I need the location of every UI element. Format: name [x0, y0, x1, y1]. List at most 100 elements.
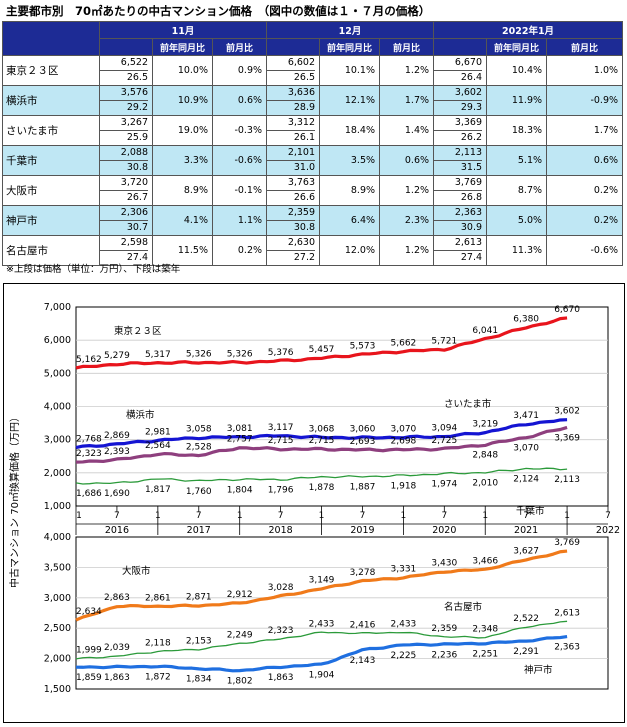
price-value: 3,769	[434, 176, 483, 191]
building-age-value: 26.5	[293, 72, 316, 83]
price-value: 2,088	[100, 146, 148, 161]
chart-panel-2: 1,500 2,000 2,500 3,000 3,500 4,000 2,6342,863…	[44, 532, 609, 695]
price-value: 2,359	[267, 206, 316, 221]
data-label: 3,028	[268, 583, 294, 593]
yoy-change-cell: 8.9%	[152, 175, 213, 206]
price-value: 6,670	[434, 56, 483, 71]
change-subheader: 前月比	[546, 38, 624, 56]
series-name-label: 神戸市	[524, 664, 553, 676]
data-label: 2,393	[104, 447, 130, 457]
price-age-cell: 6,670 26.4	[433, 55, 488, 86]
x-year-label: 2021	[514, 525, 538, 536]
data-label: 2,564	[145, 441, 171, 451]
price-age-cell: 6,522 26.5	[99, 55, 153, 86]
price-value: 3,576	[100, 86, 148, 101]
yoy-change-cell: 3.3%	[152, 145, 213, 176]
price-age-cell: 3,720 26.7	[99, 175, 153, 206]
yoy-change-cell: 8.7%	[486, 175, 548, 206]
building-age-value: 28.9	[293, 102, 316, 113]
price-subheader	[266, 38, 321, 56]
region-cell: 名古屋市	[2, 235, 100, 266]
building-age-value: 27.4	[126, 252, 148, 263]
y-tick-label: 4,000	[44, 532, 71, 543]
price-value: 2,101	[267, 146, 316, 161]
data-label: 2,323	[268, 626, 294, 636]
price-age-cell: 2,113 31.5	[433, 145, 488, 176]
x-year-label: 2016	[105, 525, 129, 536]
building-age-value: 26.5	[126, 72, 148, 83]
price-value: 2,630	[267, 236, 316, 251]
data-label: 3,369	[554, 433, 580, 443]
mom-change-cell: 1.1%	[211, 205, 268, 236]
mom-change-cell: 1.7%	[379, 85, 435, 116]
price-value: 3,636	[267, 86, 316, 101]
price-value: 3,720	[100, 176, 148, 191]
data-label: 2,039	[104, 643, 130, 653]
data-label: 1,834	[186, 675, 212, 685]
series-line-横浜市	[75, 418, 568, 450]
data-label: 3,278	[350, 568, 376, 578]
data-label: 1,760	[186, 487, 212, 497]
series-name-label: さいたま市	[444, 398, 492, 410]
region-cell: 神戸市	[2, 205, 100, 236]
table-row: 神戸市 2,306 30.7 4.1% 1.1% 2,359 30.8 6.4% 2.3% 2,3…	[2, 205, 624, 236]
data-label: 2,698	[391, 437, 417, 447]
mom-change-cell: 0.6%	[211, 85, 268, 116]
price-age-cell: 2,359 30.8	[266, 205, 321, 236]
y-tick-label: 1,000	[44, 501, 71, 512]
price-age-cell: 3,763 26.6	[266, 175, 321, 206]
series-line-千葉市	[75, 467, 568, 485]
table-corner	[2, 21, 100, 56]
price-age-cell: 3,369 26.2	[433, 115, 488, 146]
table-row: 大阪市 3,720 26.7 8.9% -0.1% 3,763 26.6 8.9% 1.2% 3,…	[2, 175, 624, 206]
data-label: 1,796	[268, 486, 294, 496]
yoy-change-cell: 10.0%	[152, 55, 213, 86]
yoy-change-cell: 3.5%	[319, 145, 381, 176]
data-label: 3,070	[391, 424, 417, 434]
plot-border	[75, 536, 609, 690]
building-age-value: 27.2	[293, 252, 316, 263]
data-label: 3,117	[268, 423, 294, 433]
x-tick-label: 7	[605, 511, 611, 521]
yoy-change-cell: 10.9%	[152, 85, 213, 116]
chart-panel-1: 1,000 2,000 3,000 4,000 5,000 6,000 7,000 5,162…	[44, 302, 609, 512]
x-tick-label: 1	[76, 511, 82, 521]
series-name-label: 東京２３区	[114, 325, 162, 337]
data-label: 2,323	[76, 449, 102, 459]
data-label: 2,348	[472, 624, 498, 634]
x-year-label: 2017	[187, 525, 211, 536]
mom-change-cell: 0.6%	[379, 145, 435, 176]
table-note: ※上段は価格（単位：万円）、下段は築年	[6, 264, 181, 275]
data-label: 2,143	[350, 656, 376, 666]
data-label: 6,670	[554, 305, 580, 315]
price-value: 3,763	[267, 176, 316, 191]
data-label: 3,094	[431, 424, 457, 434]
series-line-神戸市	[75, 634, 568, 673]
series-line-大阪市	[75, 549, 568, 622]
month-header: 2022年1月	[433, 21, 624, 39]
mom-change-cell: 0.2%	[211, 235, 268, 266]
data-label: 1,863	[268, 673, 294, 683]
data-label: 5,721	[431, 336, 457, 346]
yoy-change-cell: 18.4%	[319, 115, 381, 146]
data-label: 3,430	[431, 559, 457, 569]
data-label: 3,068	[309, 424, 335, 434]
data-label: 2,010	[472, 479, 498, 489]
data-label: 3,058	[186, 425, 212, 435]
yoy-change-cell: 10.1%	[319, 55, 381, 86]
yoy-change-cell: 18.3%	[486, 115, 548, 146]
y-tick-label: 5,000	[44, 368, 71, 379]
building-age-value: 29.2	[126, 102, 148, 113]
y-tick-label: 1,500	[44, 684, 71, 695]
price-value: 6,602	[267, 56, 316, 71]
x-year-label: 2019	[350, 525, 374, 536]
price-value: 3,602	[434, 86, 483, 101]
mom-change-cell: 0.6%	[546, 145, 624, 176]
data-label: 2,848	[472, 451, 498, 461]
data-label: 2,433	[309, 619, 335, 629]
data-label: 3,060	[350, 425, 376, 435]
price-subheader	[99, 38, 153, 56]
data-label: 1,817	[145, 485, 171, 495]
data-label: 1,804	[227, 485, 253, 495]
yoy-change-cell: 12.0%	[319, 235, 381, 266]
